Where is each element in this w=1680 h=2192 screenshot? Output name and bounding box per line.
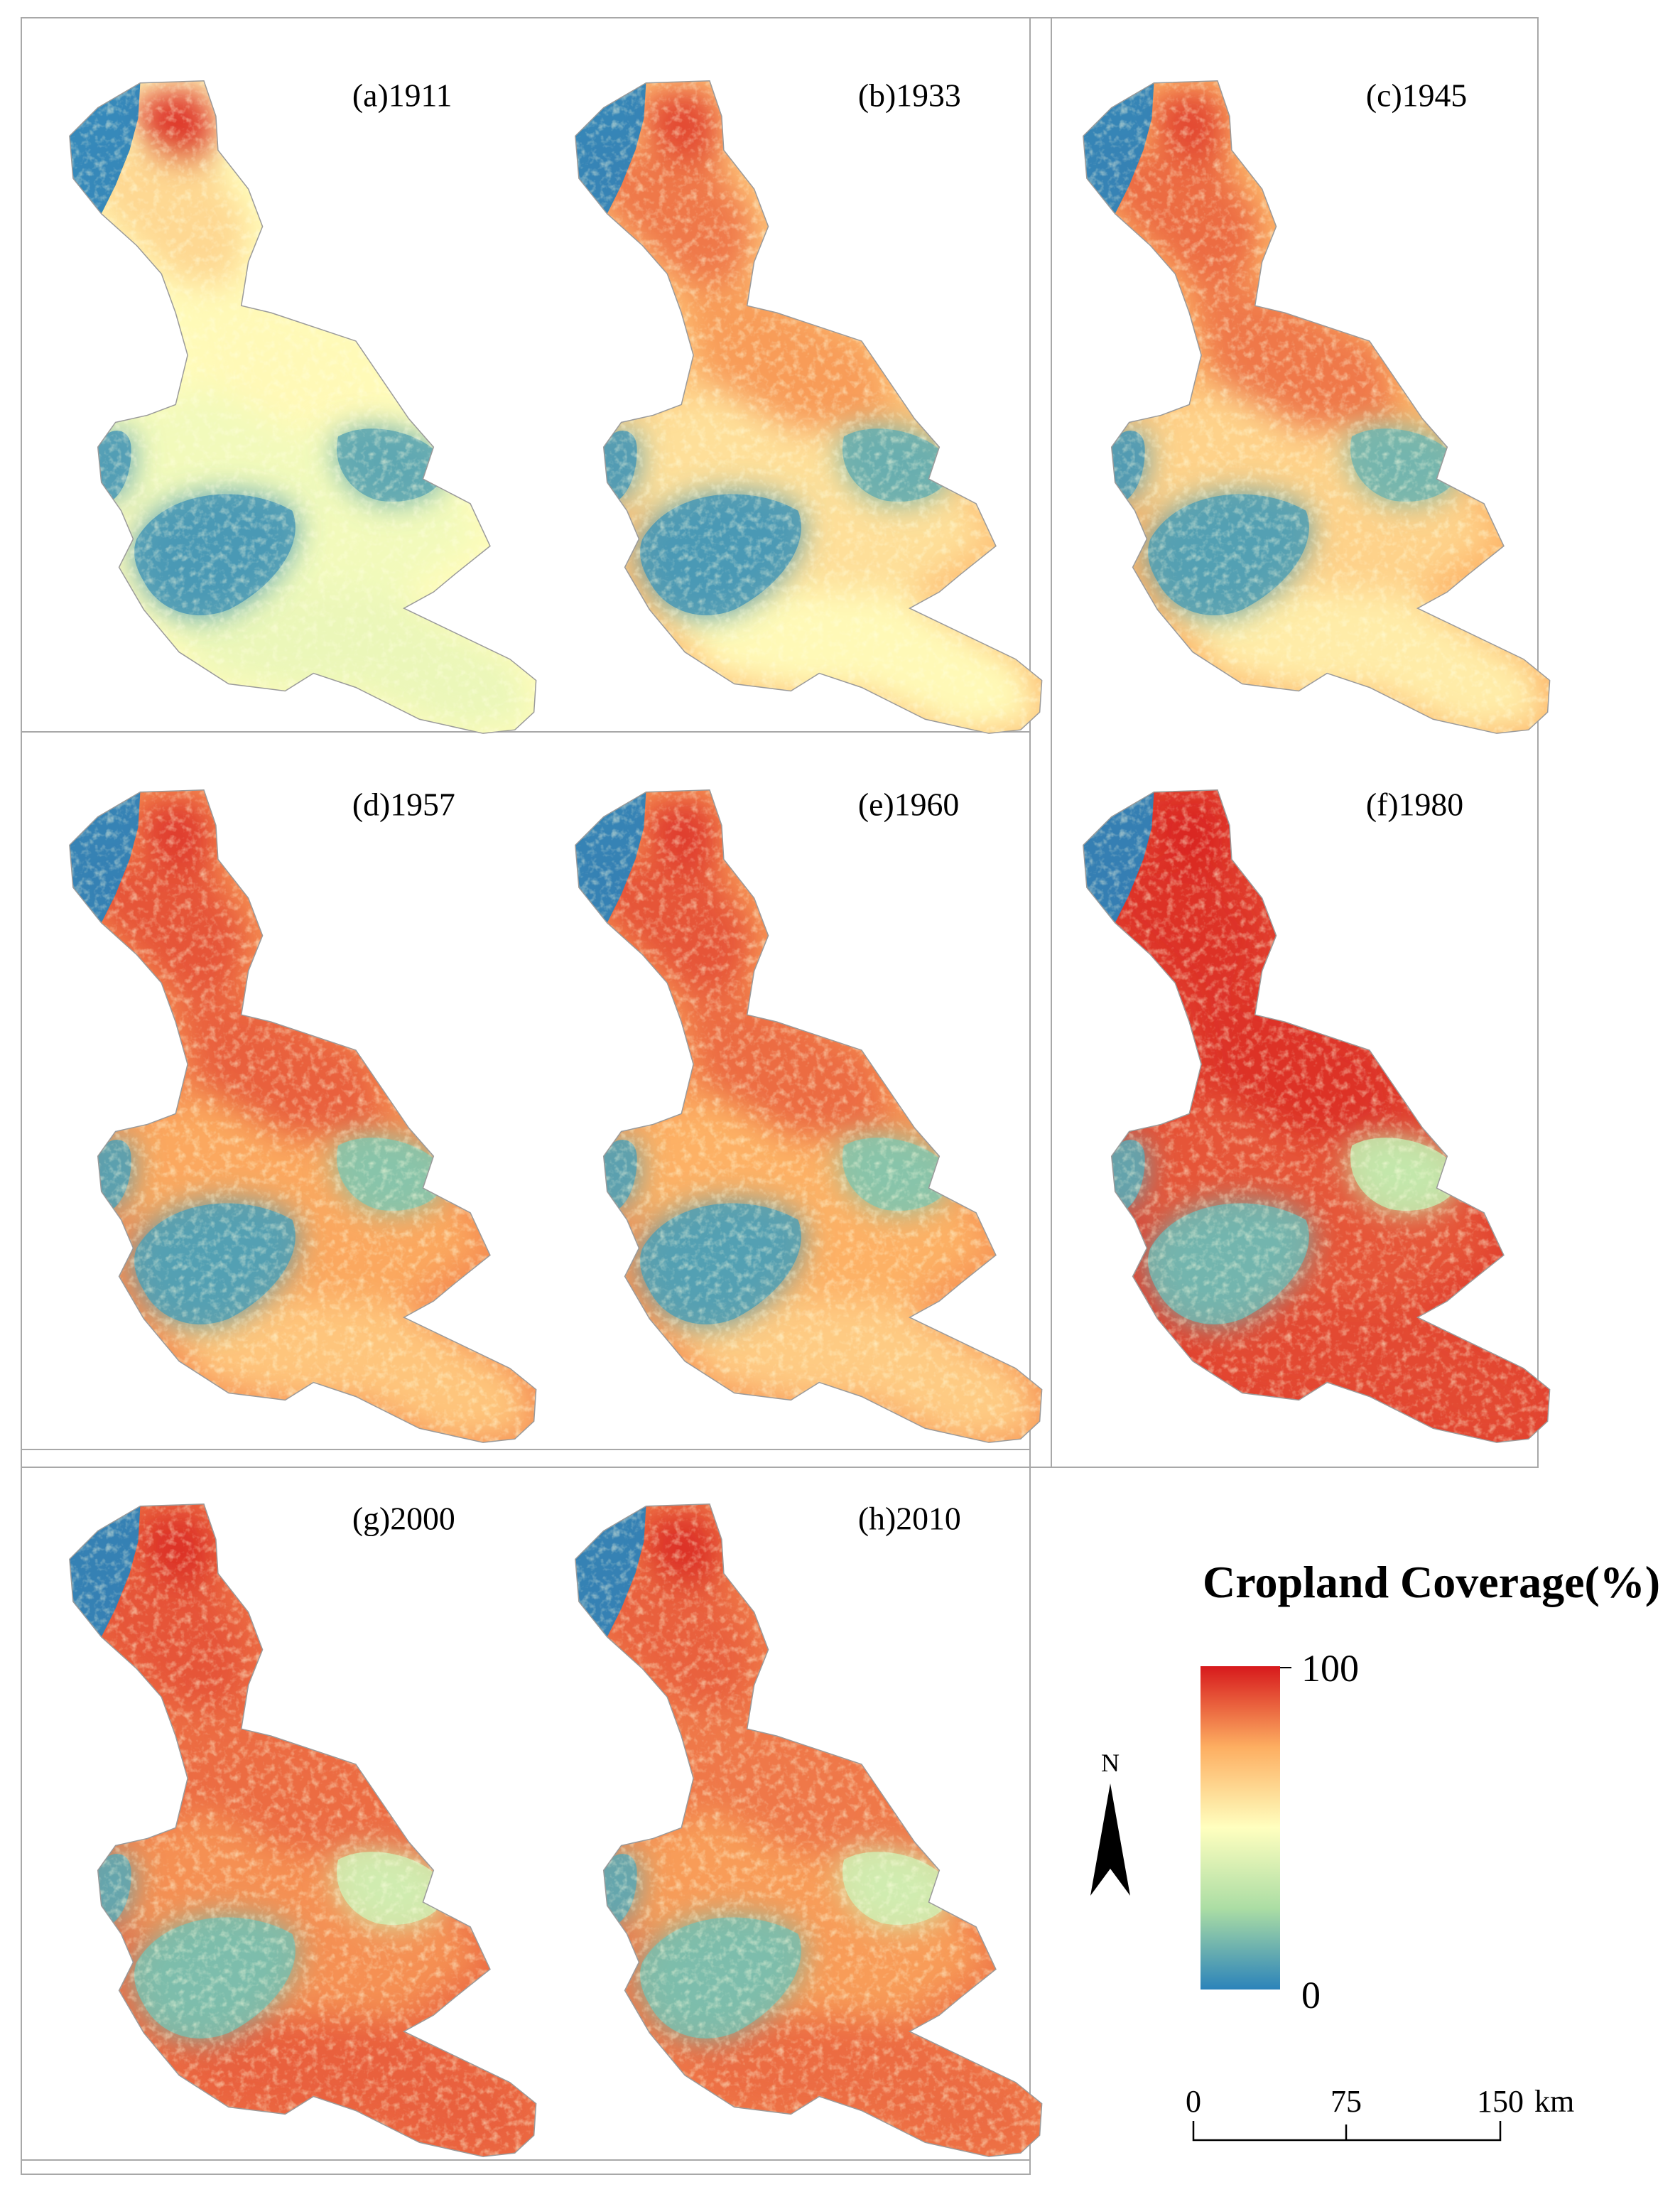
scale-bar-line xyxy=(1192,2121,1502,2142)
cropland-raster xyxy=(575,789,1042,1443)
map-panel-1980: (f)1980 xyxy=(1083,787,1551,1443)
north-arrow-label: N xyxy=(1101,1749,1120,1777)
panel-label: (e)1960 xyxy=(858,787,959,823)
north-arrow-icon xyxy=(1090,1783,1130,1896)
map-panel-1957: (d)1957 xyxy=(69,787,537,1443)
panel-label: (b)1933 xyxy=(858,77,961,114)
scale-tick-0: 0 xyxy=(1186,2084,1201,2119)
panel-label: (c)1945 xyxy=(1366,77,1467,114)
panel-label: (h)2010 xyxy=(858,1501,961,1537)
scale-unit: km xyxy=(1534,2084,1574,2119)
map-panel-2000: (g)2000 xyxy=(69,1501,537,2157)
legend-max-label: 100 xyxy=(1301,1647,1359,1690)
legend: Cropland Coverage(%) 100 0 xyxy=(1201,1557,1660,2016)
scale-tick-150: 150 xyxy=(1477,2084,1524,2119)
scale-bar: 0 75 150 km xyxy=(1186,2084,1574,2142)
north-arrow: N xyxy=(1090,1749,1130,1896)
cropland-raster xyxy=(575,80,1042,734)
map-panel-1960: (e)1960 xyxy=(575,787,1043,1443)
cropland-raster xyxy=(69,80,536,734)
map-panel-2010: (h)2010 xyxy=(575,1501,1043,2157)
legend-min-label: 0 xyxy=(1301,1974,1321,2016)
panel-label: (g)2000 xyxy=(352,1501,455,1537)
cropland-raster xyxy=(1083,80,1550,734)
cropland-raster xyxy=(69,789,536,1443)
panel-frame-2 xyxy=(21,731,1031,2161)
legend-title: Cropland Coverage(%) xyxy=(1203,1557,1660,1607)
panel-frames xyxy=(21,17,1539,2175)
panel-label: (f)1980 xyxy=(1366,787,1463,823)
legend-color-ramp xyxy=(1201,1666,1280,1989)
panel-label: (d)1957 xyxy=(352,787,455,823)
cropland-raster xyxy=(1083,789,1550,1443)
panel-label: (a)1911 xyxy=(352,77,452,114)
map-panel-1933: (b)1933 xyxy=(575,77,1043,734)
cropland-raster xyxy=(575,1503,1042,2157)
cropland-raster xyxy=(69,1503,536,2157)
panel-frame-3 xyxy=(21,1449,1031,2175)
map-panel-1911: (a)1911 xyxy=(69,77,537,734)
scale-tick-75: 75 xyxy=(1331,2084,1362,2119)
map-panels: (a)1911 (b)1933 (c)1945 (d)1957 (e)1960 (f)19… xyxy=(69,77,1551,2157)
map-panel-1945: (c)1945 xyxy=(1083,77,1551,734)
